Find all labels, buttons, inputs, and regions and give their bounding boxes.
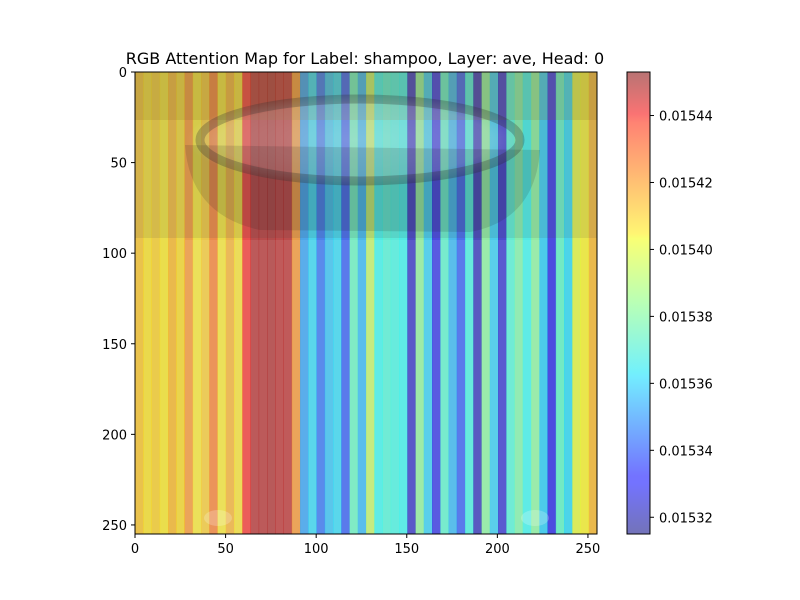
heatmap-column <box>374 72 383 534</box>
heatmap-column <box>572 72 581 534</box>
heatmap-column <box>225 72 235 534</box>
y-tick-label: 250 <box>102 519 127 534</box>
heatmap-column <box>159 72 169 534</box>
y-tick-label: 150 <box>102 338 127 353</box>
colorbar-tick-label: 0.01536 <box>659 377 713 392</box>
heatmap-column <box>357 72 367 534</box>
heatmap-column <box>168 72 177 534</box>
heatmap-column <box>588 72 597 534</box>
heatmap-column <box>456 72 466 534</box>
colorbar-tick-label: 0.01534 <box>659 444 713 459</box>
colorbar-gradient <box>627 72 650 534</box>
heatmap-column <box>555 72 565 534</box>
x-tick-label: 0 <box>131 542 139 557</box>
heatmap-column <box>547 72 557 534</box>
heatmap-column <box>423 72 433 534</box>
heatmap-column <box>580 72 590 534</box>
colorbar-tick-label: 0.01540 <box>659 243 713 258</box>
colorbar-tick-label: 0.01538 <box>659 310 713 325</box>
y-tick-label: 100 <box>102 247 127 262</box>
heatmap-column <box>399 72 408 534</box>
heatmap-column <box>514 72 524 534</box>
plot-area <box>135 72 597 534</box>
heatmap-column <box>382 72 392 534</box>
heatmap-column <box>390 72 400 534</box>
colorbar-tick-label: 0.01532 <box>659 511 713 526</box>
heatmap-column <box>234 72 243 534</box>
x-tick-label: 100 <box>304 542 329 557</box>
colorbar-tick-label: 0.01542 <box>659 176 713 191</box>
heatmap-column <box>415 72 425 534</box>
heatmap-column <box>250 72 260 534</box>
y-tick-label: 0 <box>119 66 127 81</box>
heatmap-column <box>300 72 309 534</box>
photo-shading <box>135 72 597 534</box>
heatmap-column <box>333 72 342 534</box>
heatmap-column <box>267 72 276 534</box>
heatmap-column <box>522 72 532 534</box>
x-tick-label: 200 <box>485 542 510 557</box>
plot-frame <box>134 71 598 535</box>
heatmap-column <box>283 72 293 534</box>
heatmap-column <box>531 72 540 534</box>
heatmap-column <box>151 72 161 534</box>
colorbar-tick-label: 0.01544 <box>659 110 713 125</box>
heatmap-column <box>473 72 482 534</box>
heatmap-column <box>366 72 375 534</box>
heatmap-column <box>135 72 144 534</box>
y-tick-label: 50 <box>110 157 127 172</box>
heatmap-column <box>440 72 449 534</box>
heatmap-column <box>465 72 474 534</box>
x-tick-label: 250 <box>576 542 601 557</box>
heatmap-column <box>432 72 441 534</box>
heatmap-column <box>498 72 507 534</box>
heatmap-columns <box>135 72 597 534</box>
heatmap-column <box>506 72 515 534</box>
heatmap-column <box>407 72 416 534</box>
y-tick-label: 200 <box>102 428 127 443</box>
heatmap-column <box>341 72 350 534</box>
colorbar-ticks: 0.01532 0.01534 0.01536 0.01538 0.01540 0.015… <box>650 110 713 526</box>
heatmap-column <box>209 72 218 534</box>
x-tick-label: 50 <box>217 542 234 557</box>
heatmap-column <box>201 72 210 534</box>
heatmap-column <box>184 72 194 534</box>
x-axis: 0 50 100 150 200 250 <box>131 534 600 557</box>
heatmap-column <box>192 72 202 534</box>
heatmap-column <box>448 72 458 534</box>
heatmap-column <box>242 72 251 534</box>
heatmap-column <box>489 72 499 534</box>
colorbar-frame <box>626 71 651 535</box>
heatmap-column <box>324 72 334 534</box>
heatmap-column <box>564 72 573 534</box>
heatmap-column <box>143 72 152 534</box>
heatmap-column <box>291 72 301 534</box>
heatmap-column <box>275 72 284 534</box>
heatmap-column <box>176 72 185 534</box>
x-tick-label: 150 <box>394 542 419 557</box>
chart-title: RGB Attention Map for Label: shampoo, La… <box>126 49 604 68</box>
y-axis: 0 50 100 150 200 250 <box>102 66 135 534</box>
heatmap-column <box>316 72 326 534</box>
heatmap-column <box>258 72 268 534</box>
colorbar: 0.01532 0.01534 0.01536 0.01538 0.01540 0.015… <box>626 71 713 535</box>
heatmap-column <box>349 72 359 534</box>
heatmap-column <box>217 72 227 534</box>
heatmap-column <box>481 72 491 534</box>
heatmap-column <box>539 72 548 534</box>
heatmap-column <box>308 72 317 534</box>
